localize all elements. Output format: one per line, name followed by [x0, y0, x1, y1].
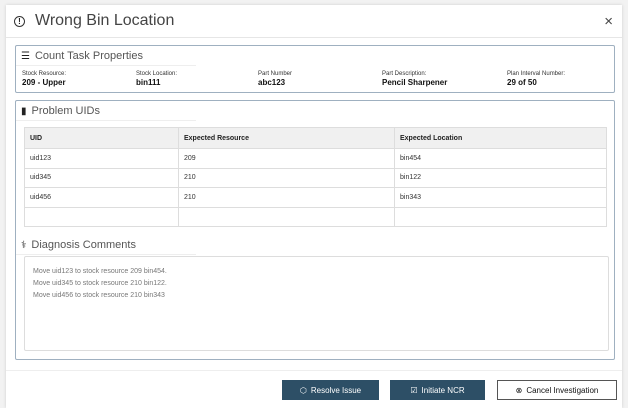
cancel-circle-icon: ⊗ [515, 385, 523, 395]
comment-line: Move uid456 to stock resource 210 bin343 [33, 292, 165, 299]
section-title: Problem UIDs [31, 105, 100, 117]
alert-circle-icon: ! [14, 15, 25, 27]
comment-line: Move uid345 to stock resource 210 bin122… [33, 280, 167, 287]
cancel-investigation-button[interactable]: ⊗ Cancel Investigation [497, 380, 617, 400]
stethoscope-icon: ⚕ [21, 239, 27, 251]
table-row: uid123 209 bin454 [24, 148, 607, 169]
section-title: Diagnosis Comments [31, 239, 136, 251]
prop-plan-interval: Plan Interval Number: 29 of 50 [507, 71, 566, 87]
prop-part-description: Part Description: Pencil Sharpener [382, 71, 448, 87]
problem-uids-panel: ▮ Problem UIDs UID Expected Resource Expe… [15, 100, 615, 360]
table-row: uid456 210 bin343 [24, 187, 607, 208]
initiate-ncr-button[interactable]: ☑ Initiate NCR [390, 380, 485, 400]
clipboard-icon: ▮ [21, 105, 27, 117]
problem-uids-table: UID Expected Resource Expected Location … [24, 127, 607, 227]
prop-stock-location: Stock Location: bin111 [136, 71, 178, 87]
col-expected-location: Expected Location [394, 127, 607, 149]
prop-stock-resource: Stock Resource: 209 - Upper [22, 71, 67, 87]
diagnosis-header: ⚕ Diagnosis Comments [16, 235, 196, 255]
checkbox-icon: ☑ [410, 385, 418, 395]
col-uid: UID [24, 127, 179, 149]
section-title: Count Task Properties [34, 50, 143, 62]
diagnosis-comments-textarea[interactable]: Move uid123 to stock resource 209 bin454… [24, 256, 609, 351]
table-row: uid345 210 bin122 [24, 167, 607, 188]
resolve-issue-button[interactable]: ⬡ Resolve Issue [282, 380, 379, 400]
close-icon[interactable]: × [604, 13, 613, 30]
table-row [24, 206, 607, 227]
list-icon: ☰ [21, 50, 30, 62]
count-task-properties: ☰ Count Task Properties Stock Resource: 20… [15, 45, 615, 93]
comment-line: Move uid123 to stock resource 209 bin454… [33, 268, 167, 275]
modal-header: ! Wrong Bin Location [6, 5, 622, 38]
modal-title: Wrong Bin Location [35, 12, 175, 29]
modal-footer: ⬡ Resolve Issue ☑ Initiate NCR ⊗ Cancel Inv… [6, 370, 622, 408]
wrong-bin-modal: ! Wrong Bin Location × ☰ Count Task Prope… [6, 5, 622, 408]
col-expected-resource: Expected Resource [178, 127, 395, 149]
box-icon: ⬡ [299, 385, 307, 395]
prop-part-number: Part Number abc123 [258, 71, 293, 87]
